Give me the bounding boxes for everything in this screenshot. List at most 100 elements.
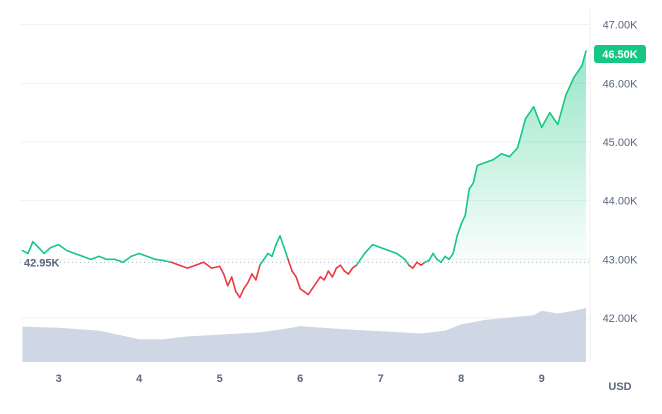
price-segment <box>154 258 165 262</box>
price-segment <box>247 273 253 284</box>
price-segment <box>202 261 213 269</box>
price-segment <box>122 255 132 264</box>
price-segment <box>238 287 245 299</box>
price-segment <box>516 117 527 149</box>
price-segment <box>146 255 157 261</box>
price-segment <box>343 270 350 275</box>
price-segment <box>331 267 338 278</box>
price-segment <box>311 281 318 290</box>
price-segment <box>291 270 297 278</box>
current-price-badge: 46.50K <box>594 45 646 63</box>
price-segment <box>138 252 149 258</box>
price-segment <box>440 255 446 264</box>
price-segment <box>548 111 559 126</box>
current-price-label: 46.50K <box>602 49 638 61</box>
price-segment <box>327 270 334 278</box>
y-tick-label: 43.00K <box>603 254 639 266</box>
price-segment <box>347 267 354 275</box>
x-tick-label: 8 <box>458 373 464 385</box>
price-segment <box>230 276 237 293</box>
y-axis-labels: 47.00K 46.00K 45.00K 44.00K 43.00K 42.00K <box>603 20 639 325</box>
price-segment <box>500 152 511 158</box>
price-segment <box>508 147 519 158</box>
price-segment <box>355 252 366 267</box>
price-segment <box>279 235 285 249</box>
price-segment <box>476 161 487 167</box>
price-segment <box>468 182 475 190</box>
x-tick-label: 5 <box>217 373 223 385</box>
price-segment <box>283 246 289 261</box>
price-segment <box>275 235 281 246</box>
x-axis-labels: 3 4 5 6 7 8 9 <box>56 373 545 385</box>
x-tick-label: 9 <box>539 373 545 385</box>
y-tick-label: 44.00K <box>603 196 639 208</box>
price-segment <box>319 276 326 281</box>
price-segment <box>114 258 124 264</box>
price-segment <box>255 264 261 281</box>
price-segment <box>178 264 189 269</box>
price-segment <box>210 265 221 269</box>
price-segment <box>444 255 450 261</box>
price-segment <box>315 276 322 284</box>
baseline-marker: 42.95K <box>20 257 590 269</box>
x-tick-label: 4 <box>136 373 143 385</box>
y-tick-label: 47.00K <box>603 20 639 32</box>
price-segment <box>573 64 583 79</box>
price-segment <box>222 273 229 287</box>
price-segment <box>43 246 52 255</box>
baseline-label: 42.95K <box>24 257 60 269</box>
price-segment <box>323 270 330 281</box>
y-tick-label: 42.00K <box>603 313 639 325</box>
price-segment <box>49 243 60 249</box>
price-segment <box>251 273 257 281</box>
price-segment <box>379 246 390 252</box>
price-segment <box>387 249 398 255</box>
price-segment <box>73 252 84 258</box>
price-segment <box>162 259 173 264</box>
price-segment <box>65 249 76 255</box>
price-segment <box>307 287 314 296</box>
price-segment <box>21 249 29 255</box>
price-segment <box>243 281 249 290</box>
price-segment <box>452 235 458 255</box>
price-segment <box>27 240 34 255</box>
price-segment <box>524 106 535 120</box>
price-segment <box>81 255 92 261</box>
price-segment <box>303 290 310 296</box>
price-segment <box>299 287 305 293</box>
price-segment <box>263 252 269 261</box>
price-segment <box>363 243 374 255</box>
price-segment <box>194 261 205 267</box>
price-segment <box>448 252 454 261</box>
price-segment <box>37 246 45 255</box>
price-segment <box>32 240 40 249</box>
y-tick-label: 45.00K <box>603 137 639 149</box>
price-segment <box>464 188 471 217</box>
price-segment <box>287 258 293 272</box>
price-fill <box>453 51 586 263</box>
price-segment <box>416 261 422 267</box>
volume-area <box>22 307 586 362</box>
x-tick-label: 3 <box>56 373 62 385</box>
price-segment <box>226 276 233 287</box>
price-segment <box>436 258 442 264</box>
y-tick-label: 46.00K <box>603 78 639 90</box>
price-segment <box>460 214 467 225</box>
price-segment <box>170 261 181 267</box>
price-segment <box>540 111 551 129</box>
price-segment <box>395 252 406 261</box>
price-segment <box>371 243 382 249</box>
price-segment <box>98 255 108 261</box>
price-segment <box>90 255 100 261</box>
price-segment <box>186 264 197 269</box>
price-segment <box>130 252 140 258</box>
currency-label: USD <box>608 381 631 393</box>
current-price-badge-bg <box>594 45 646 63</box>
price-segment <box>259 258 265 267</box>
price-segment <box>532 106 543 129</box>
price-segment <box>565 76 575 96</box>
volume-area-path <box>22 307 586 362</box>
x-tick-label: 6 <box>297 373 303 385</box>
price-segment <box>335 264 342 269</box>
